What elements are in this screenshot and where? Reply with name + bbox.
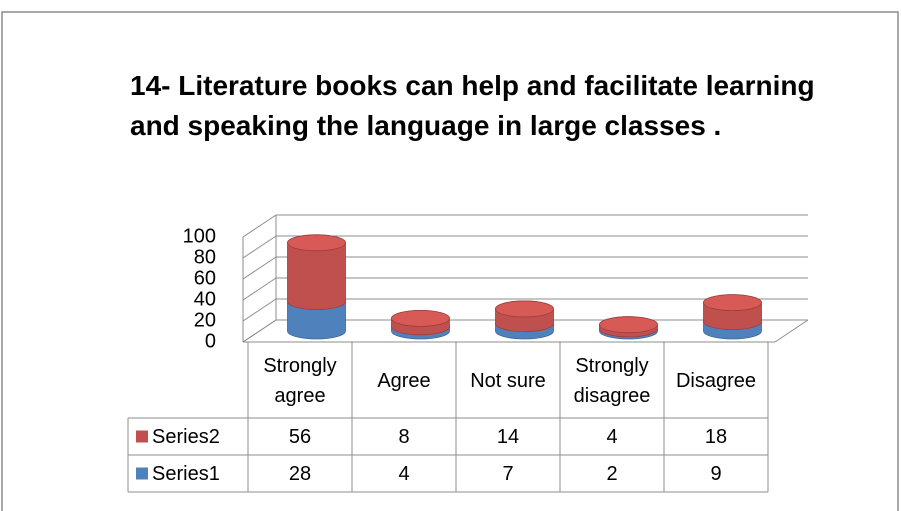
legend-label: Series1 bbox=[152, 463, 220, 485]
table-value: 9 bbox=[710, 463, 721, 485]
table-category-cell: Agree bbox=[377, 369, 431, 392]
grid-line bbox=[242, 256, 277, 280]
y-tick-label: 20 bbox=[194, 309, 216, 331]
bar-cap bbox=[599, 316, 658, 334]
y-tick-label: 40 bbox=[194, 288, 216, 310]
table-value: 8 bbox=[398, 426, 409, 448]
table-category-cell: Not sure bbox=[470, 369, 546, 392]
table-value: 18 bbox=[705, 426, 727, 448]
grid-line bbox=[242, 277, 277, 301]
grid-line bbox=[242, 235, 277, 259]
table-value: 4 bbox=[606, 426, 617, 448]
x-tick-label: Not sure bbox=[470, 369, 546, 392]
legend-label: Series2 bbox=[152, 426, 220, 448]
x-tick-label: Strongly agree bbox=[263, 354, 337, 407]
x-tick-label: Strongly disagree bbox=[573, 354, 651, 407]
y-tick-label: 80 bbox=[194, 246, 216, 268]
table-value: 14 bbox=[497, 426, 519, 448]
table-category-cell: Disagree bbox=[675, 369, 757, 392]
grid-line bbox=[242, 214, 277, 238]
bar-cap bbox=[495, 300, 554, 318]
chart-border bbox=[1, 11, 899, 511]
legend-swatch bbox=[136, 430, 148, 443]
table-category-cell: Strongly disagree bbox=[573, 354, 651, 407]
grid-line bbox=[242, 319, 277, 343]
y-tick-label: 100 bbox=[183, 225, 216, 247]
table-value: 7 bbox=[502, 463, 513, 485]
table-value: 2 bbox=[606, 463, 617, 485]
x-tick-label: Agree bbox=[377, 369, 431, 392]
x-tick-label: Disagree bbox=[675, 369, 757, 392]
table-category-cell: Strongly agree bbox=[263, 354, 337, 407]
y-tick-label: 60 bbox=[194, 267, 216, 289]
bar-cap bbox=[703, 294, 762, 312]
chart-title: 14- Literature books can help and facili… bbox=[130, 70, 815, 141]
table-value: 56 bbox=[289, 426, 311, 448]
table-value: 4 bbox=[398, 463, 409, 485]
bar-cap bbox=[391, 309, 450, 327]
floor-line bbox=[774, 319, 809, 343]
grid-line bbox=[242, 298, 277, 322]
table-value: 28 bbox=[289, 463, 311, 485]
legend-swatch bbox=[136, 467, 148, 480]
y-tick-label: 0 bbox=[205, 330, 216, 352]
bar-cap bbox=[287, 234, 346, 252]
